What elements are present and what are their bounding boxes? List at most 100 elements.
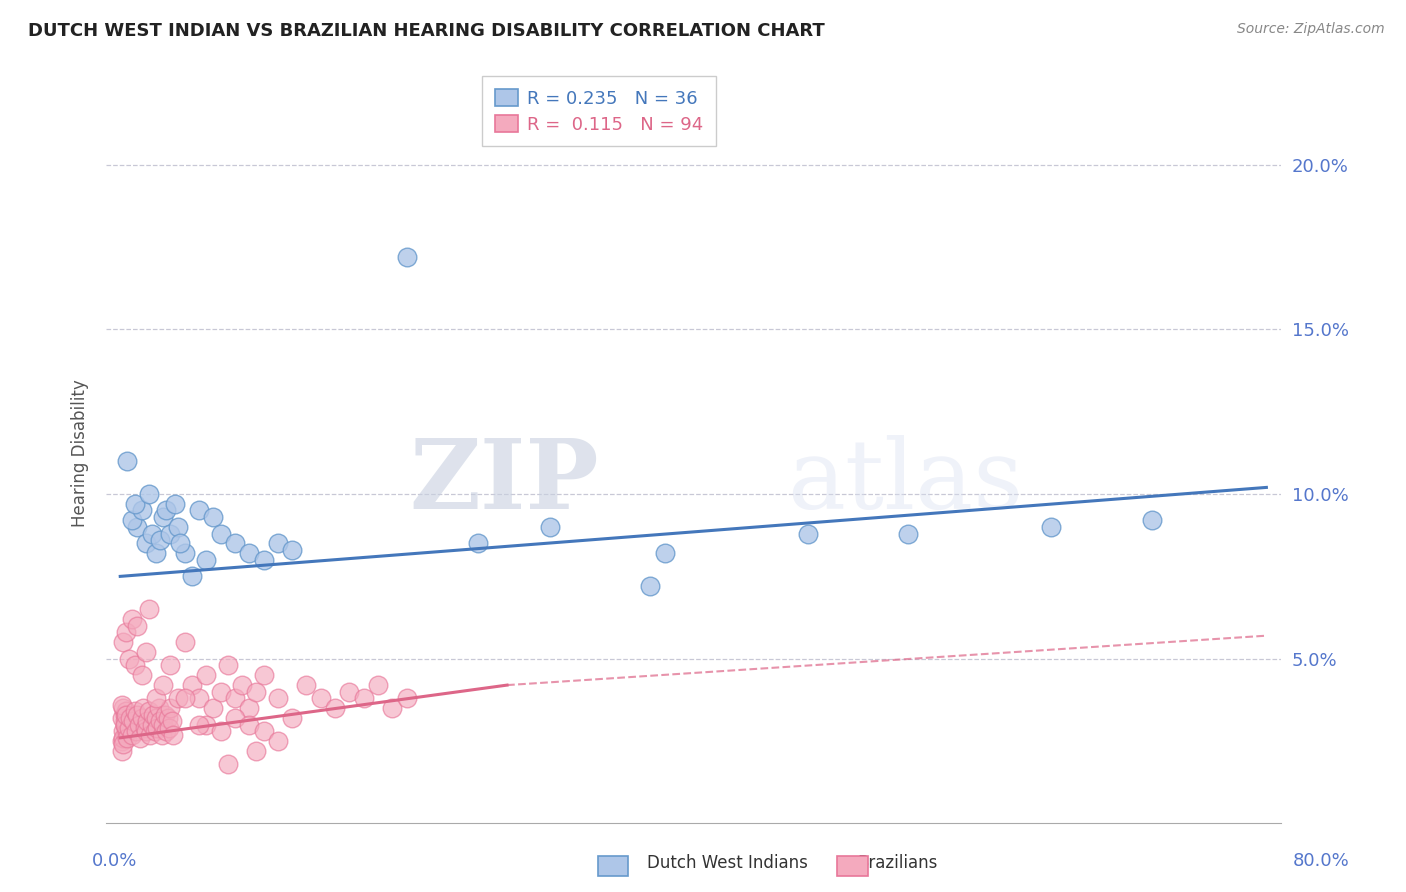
Text: Brazilians: Brazilians (858, 855, 938, 872)
Point (112, 701, 135, 715)
Point (118, 721, 141, 735)
Point (121, 612, 143, 626)
Point (224, 691, 246, 706)
Point (245, 744, 267, 758)
Point (238, 701, 260, 715)
Point (146, 721, 169, 735)
Point (127, 707, 149, 722)
Point (111, 698, 134, 712)
Point (155, 503, 177, 517)
Text: Source: ZipAtlas.com: Source: ZipAtlas.com (1237, 22, 1385, 37)
Point (141, 717, 163, 731)
Point (1040, 520, 1063, 534)
Point (238, 717, 260, 731)
Point (111, 711, 134, 725)
Point (202, 701, 225, 715)
Point (195, 553, 218, 567)
Legend: R = 0.235   N = 36, R =  0.115   N = 94: R = 0.235 N = 36, R = 0.115 N = 94 (482, 77, 716, 146)
Text: atlas: atlas (787, 435, 1024, 530)
Point (118, 651, 141, 665)
Point (209, 526, 232, 541)
Point (115, 721, 138, 735)
Point (252, 553, 274, 567)
Point (173, 546, 195, 560)
Point (339, 684, 361, 698)
Point (267, 734, 290, 748)
Point (267, 691, 290, 706)
Point (252, 668, 274, 682)
Point (160, 714, 183, 729)
Point (169, 536, 191, 550)
Point (159, 658, 181, 673)
Point (148, 701, 170, 715)
Point (142, 707, 165, 722)
Point (115, 705, 138, 719)
Point (252, 724, 274, 739)
Point (112, 724, 135, 739)
Point (136, 714, 159, 729)
Point (114, 717, 136, 731)
Point (295, 678, 318, 692)
Point (131, 668, 153, 682)
Point (245, 684, 267, 698)
Point (145, 711, 167, 725)
Point (127, 619, 149, 633)
Y-axis label: Hearing Disability: Hearing Disability (72, 379, 89, 526)
Point (112, 731, 135, 745)
Point (267, 536, 290, 550)
Point (155, 724, 177, 739)
Point (180, 678, 202, 692)
Point (156, 711, 179, 725)
Point (224, 711, 246, 725)
Point (115, 727, 138, 741)
Point (120, 711, 142, 725)
Point (157, 721, 180, 735)
Point (281, 543, 304, 558)
Point (209, 724, 232, 739)
Point (122, 714, 145, 729)
Point (188, 503, 211, 517)
Point (132, 701, 155, 715)
Point (143, 724, 166, 739)
Point (381, 701, 404, 715)
Point (139, 727, 162, 741)
Point (153, 707, 176, 722)
Point (121, 513, 143, 527)
Point (163, 497, 186, 511)
Point (353, 691, 375, 706)
Text: ZIP: ZIP (409, 435, 599, 530)
Point (135, 536, 157, 550)
Point (281, 711, 304, 725)
Point (217, 757, 239, 772)
Text: 0.0%: 0.0% (91, 852, 136, 870)
Point (395, 250, 418, 264)
Point (654, 546, 676, 560)
Point (1140, 513, 1163, 527)
Point (141, 526, 163, 541)
Point (117, 724, 139, 739)
Point (138, 705, 160, 719)
Point (138, 602, 160, 616)
Point (135, 645, 157, 659)
Point (467, 536, 489, 550)
Point (217, 658, 239, 673)
Point (149, 714, 172, 729)
Point (145, 691, 167, 706)
Point (797, 526, 820, 541)
Point (152, 717, 174, 731)
Point (309, 691, 332, 706)
Point (395, 691, 418, 706)
Point (231, 678, 253, 692)
Point (195, 717, 218, 731)
Point (152, 678, 174, 692)
Point (323, 701, 346, 715)
Point (135, 724, 157, 739)
Point (112, 635, 135, 649)
Point (145, 546, 167, 560)
Point (166, 691, 188, 706)
Point (115, 707, 138, 722)
Point (149, 533, 172, 548)
Text: DUTCH WEST INDIAN VS BRAZILIAN HEARING DISABILITY CORRELATION CHART: DUTCH WEST INDIAN VS BRAZILIAN HEARING D… (28, 22, 825, 40)
Point (173, 691, 195, 706)
Text: Dutch West Indians: Dutch West Indians (647, 855, 807, 872)
